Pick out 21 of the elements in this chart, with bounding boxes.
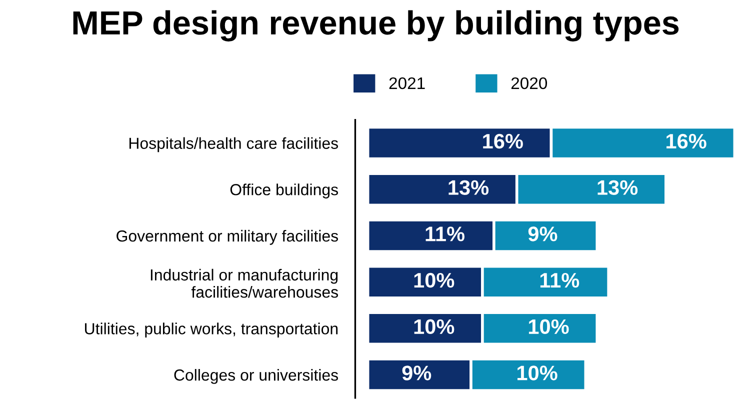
y-tick-label: Office buildings [230, 184, 338, 198]
legend-label: 2020 [511, 77, 548, 90]
data-label: 13% [448, 180, 489, 195]
data-label: 10% [518, 366, 558, 380]
data-label: 11% [540, 272, 580, 288]
data-label: 11% [426, 226, 464, 242]
data-label: 9% [528, 226, 558, 242]
data-label: 10% [528, 319, 569, 334]
chart-title: MEP design revenue by building types [73, 10, 679, 42]
y-tick-label: Hospitals/health care facilities [129, 137, 338, 152]
y-tick-label: Government or military facilities [116, 230, 338, 245]
y-tick-label: Industrial or manufacturing facilities/warehouses [150, 268, 338, 298]
legend-label: 2021 [389, 77, 425, 90]
y-tick-label: Colleges or universities [174, 368, 338, 384]
data-label: 16% [483, 134, 523, 149]
data-label: 13% [598, 180, 638, 195]
data-label: 9% [402, 366, 432, 380]
data-label: 10% [414, 319, 454, 334]
y-tick-label: Utilities, public works, transportation [85, 322, 338, 338]
data-label: 16% [666, 134, 706, 149]
data-label: 10% [414, 272, 454, 288]
